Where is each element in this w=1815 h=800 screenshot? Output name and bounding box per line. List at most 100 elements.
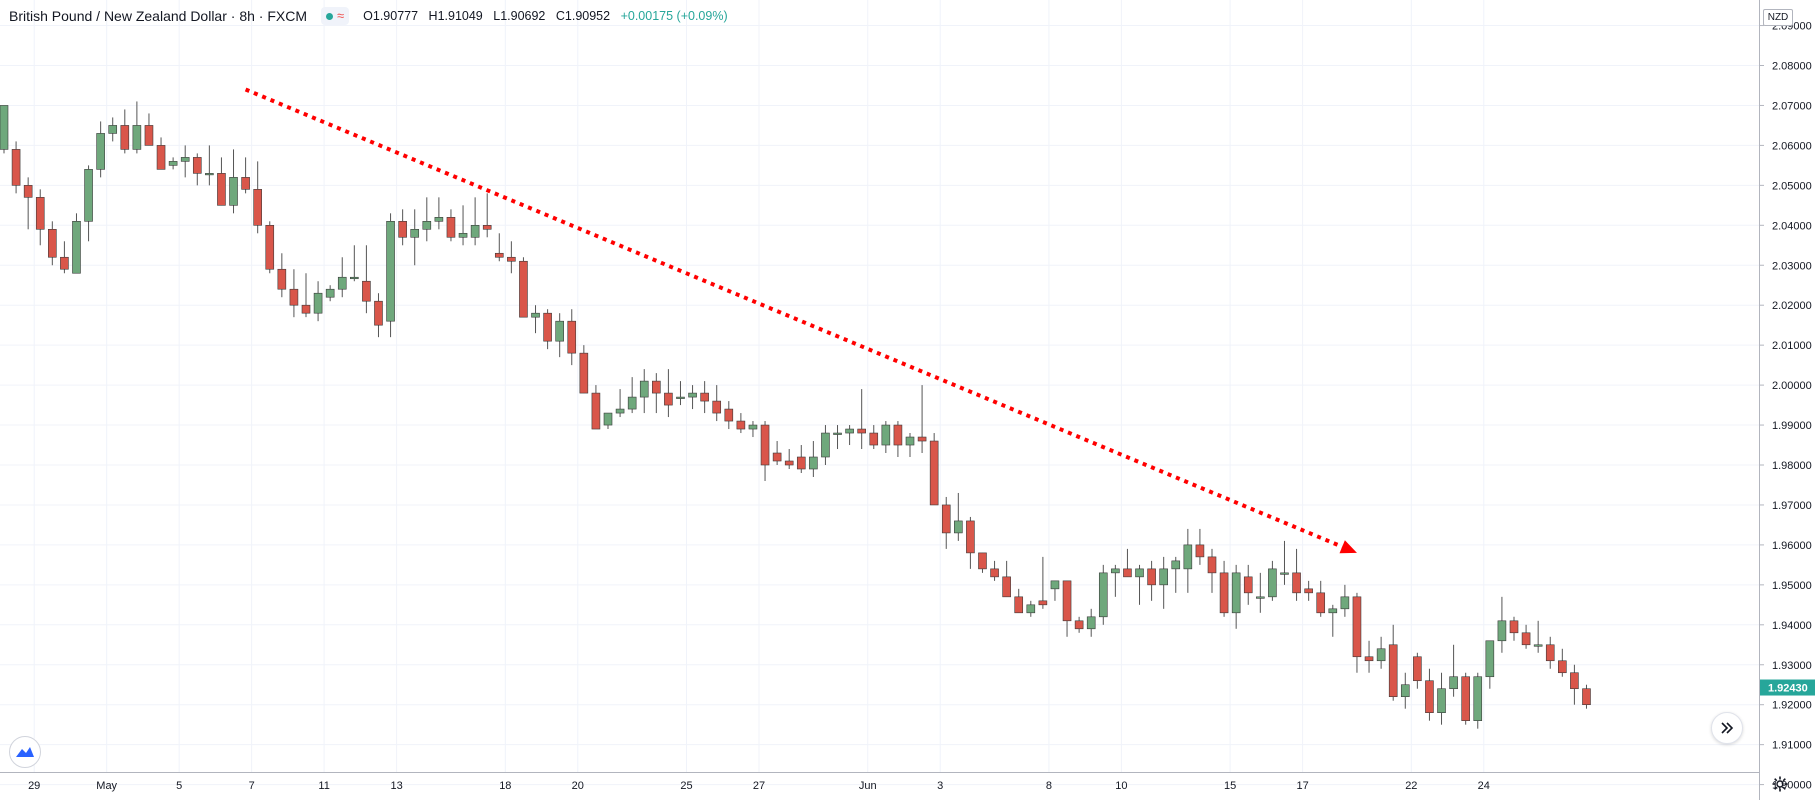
time-tick-label: 18: [499, 780, 511, 792]
trend-line[interactable]: [244, 87, 1343, 549]
candle-body: [1521, 632, 1531, 646]
candle-body: [1582, 688, 1591, 705]
scroll-to-realtime-button[interactable]: [1711, 712, 1743, 744]
candle: [784, 449, 794, 469]
candle: [978, 552, 987, 573]
candle-body: [1570, 672, 1579, 690]
candle: [724, 401, 734, 430]
time-tick-label: 20: [572, 780, 584, 792]
candle: [990, 560, 999, 581]
candle: [265, 221, 275, 274]
candle-body: [1449, 676, 1458, 690]
candle-body: [893, 424, 903, 446]
candle: [1352, 592, 1362, 673]
candlestick-series: [0, 101, 1591, 729]
candle: [337, 257, 347, 298]
candle-body: [229, 177, 238, 206]
candle: [1098, 564, 1108, 625]
candle: [1219, 560, 1229, 617]
price-tick-label: 1.99000: [1772, 420, 1812, 432]
candle-body: [784, 460, 794, 466]
candle-body: [289, 288, 299, 306]
candle-body: [1207, 556, 1217, 574]
candle: [96, 121, 105, 178]
candle-body: [1231, 572, 1241, 614]
open-value: 1.90777: [372, 9, 419, 23]
price-tick-label: 1.91000: [1772, 740, 1812, 752]
candle: [627, 377, 637, 414]
candle: [313, 281, 323, 322]
candle-body: [1074, 620, 1084, 630]
gear-icon[interactable]: [1770, 774, 1790, 794]
candle-body: [1098, 572, 1108, 618]
candle-body: [265, 225, 275, 270]
candle: [1183, 528, 1193, 593]
candle: [72, 213, 81, 274]
candle-body: [1268, 568, 1277, 598]
candle-body: [1558, 660, 1567, 674]
candle-body: [905, 436, 915, 446]
candle-body: [966, 520, 975, 554]
candle-body: [96, 133, 105, 170]
candle: [446, 209, 456, 242]
time-tick-label: 25: [680, 780, 692, 792]
candle: [1074, 616, 1084, 633]
candle: [1413, 652, 1422, 689]
candle-body: [821, 432, 830, 458]
currency-label[interactable]: NZD: [1763, 9, 1793, 26]
candle-body: [1111, 568, 1120, 574]
candle: [1014, 588, 1024, 614]
candle: [929, 433, 939, 506]
symbol-title[interactable]: British Pound / New Zealand Dollar · 8h …: [9, 8, 307, 24]
candle-body: [1413, 656, 1422, 682]
candle-body: [978, 552, 987, 570]
price-tick-label: 2.05000: [1772, 180, 1812, 192]
candle: [1304, 580, 1313, 601]
trend-arrow-head: [1339, 540, 1357, 554]
candle: [1461, 672, 1470, 725]
candle-body: [48, 228, 57, 258]
candle-body: [555, 320, 564, 342]
candle-body: [337, 276, 347, 290]
candle: [1558, 648, 1567, 677]
candle: [422, 197, 432, 242]
candle: [84, 165, 93, 242]
candle-body: [1014, 596, 1024, 614]
candle: [120, 109, 130, 154]
logo-glyph-icon: [16, 747, 34, 757]
candle-body: [1086, 616, 1096, 630]
candle-body: [0, 105, 9, 150]
candle-body: [941, 504, 951, 534]
candle: [1135, 564, 1144, 605]
candle-body: [1388, 644, 1398, 698]
candle: [796, 445, 806, 473]
candle: [253, 161, 262, 234]
candle-body: [1461, 676, 1470, 721]
candle: [893, 421, 903, 458]
candle-body: [954, 520, 963, 534]
candle-body: [1038, 600, 1048, 606]
candle: [1111, 564, 1120, 597]
time-tick-label: 22: [1405, 780, 1417, 792]
price-tick-label: 2.08000: [1772, 61, 1812, 73]
candle: [676, 381, 685, 406]
candle-body: [724, 408, 734, 422]
candle: [1316, 580, 1326, 617]
time-tick-label: 17: [1296, 780, 1308, 792]
tradingview-logo-icon[interactable]: [9, 736, 41, 768]
price-tick-label: 1.98000: [1772, 460, 1812, 472]
candle-body: [833, 432, 842, 435]
candle-body: [1376, 648, 1386, 662]
candle-body: [748, 424, 758, 430]
market-status-badge[interactable]: ≈: [321, 7, 350, 25]
candle: [1570, 664, 1579, 705]
candle: [1231, 564, 1241, 629]
time-tick-label: 13: [390, 780, 402, 792]
trend-arrow-annotation: [244, 87, 1357, 554]
candle: [1388, 624, 1398, 701]
candle: [386, 213, 395, 338]
close-label: C: [555, 9, 565, 23]
candle-body: [422, 221, 432, 230]
candle: [277, 253, 287, 298]
